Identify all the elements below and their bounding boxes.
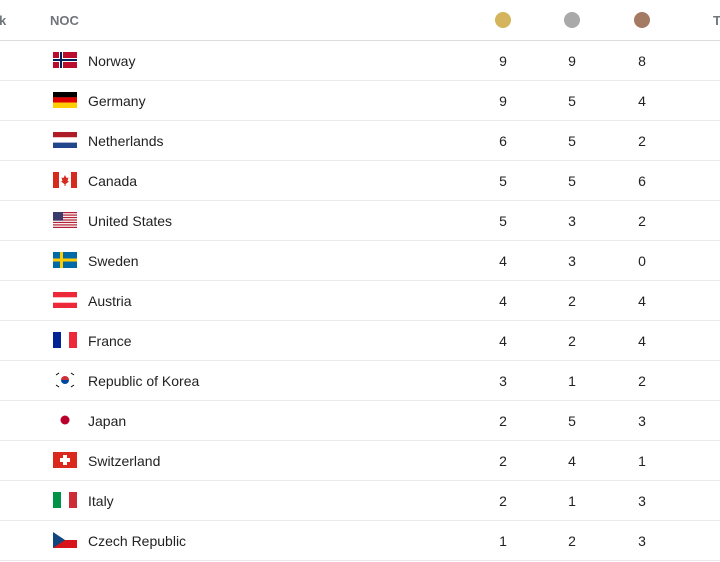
country-name: Netherlands (88, 133, 164, 149)
table-row: Sweden 4 3 0 (0, 241, 720, 281)
country-name: Republic of Korea (88, 373, 200, 389)
gold-icon (495, 12, 511, 28)
country-name: Austria (88, 293, 132, 309)
silver-count: 4 (568, 453, 576, 469)
gold-count: 2 (499, 413, 507, 429)
country-name: Japan (88, 413, 127, 429)
silver-count: 1 (568, 493, 576, 509)
bronze-count: 4 (638, 93, 646, 109)
bronze-count: 3 (638, 533, 646, 549)
gold-count: 5 (499, 173, 507, 189)
flag (53, 452, 77, 468)
country-name: Germany (88, 93, 146, 109)
gold-count: 6 (499, 133, 507, 149)
country-name: Canada (88, 173, 138, 189)
silver-count: 5 (568, 413, 576, 429)
silver-count: 5 (568, 173, 576, 189)
table-row: Canada 5 5 6 (0, 161, 720, 201)
flag (53, 492, 77, 508)
silver-count: 5 (568, 133, 576, 149)
bronze-count: 0 (638, 253, 646, 269)
gold-count: 9 (499, 93, 507, 109)
bronze-count: 4 (638, 333, 646, 349)
silver-count: 2 (568, 333, 576, 349)
gold-count: 2 (499, 453, 507, 469)
flag (53, 212, 77, 228)
country-name: United States (88, 213, 173, 229)
gold-count: 4 (499, 293, 507, 309)
bronze-count: 1 (638, 453, 646, 469)
flag (53, 332, 77, 348)
table-row: Austria 4 2 4 (0, 281, 720, 321)
total-header: T (713, 13, 720, 28)
gold-count: 2 (499, 493, 507, 509)
flag (53, 52, 77, 68)
gold-count: 3 (499, 373, 507, 389)
bronze-count: 8 (638, 53, 646, 69)
gold-count: 4 (499, 253, 507, 269)
country-name: Norway (88, 53, 136, 69)
flag (53, 252, 77, 268)
gold-count: 5 (499, 213, 507, 229)
bronze-count: 2 (638, 213, 646, 229)
flag (53, 372, 77, 388)
bronze-count: 6 (638, 173, 646, 189)
gold-count: 1 (499, 533, 507, 549)
silver-count: 5 (568, 93, 576, 109)
table-row: France 4 2 4 (0, 321, 720, 361)
flag (53, 412, 77, 428)
country-name: Switzerland (88, 453, 161, 469)
table-row: Netherlands 6 5 2 (0, 121, 720, 161)
gold-count: 4 (499, 333, 507, 349)
table-row: Germany 9 5 4 (0, 81, 720, 121)
gold-count: 9 (499, 53, 507, 69)
table-row: Czech Republic 1 2 3 (0, 521, 720, 561)
silver-count: 3 (568, 213, 576, 229)
bronze-count: 2 (638, 373, 646, 389)
noc-header: NOC (50, 13, 79, 28)
flag (53, 532, 77, 548)
table-header: k NOC T (0, 0, 720, 41)
silver-count: 2 (568, 293, 576, 309)
flag (53, 132, 77, 148)
table-row: Japan 2 5 3 (0, 401, 720, 441)
silver-count: 2 (568, 533, 576, 549)
silver-icon (564, 12, 580, 28)
country-name: Czech Republic (88, 533, 187, 549)
bronze-icon (634, 12, 650, 28)
bronze-count: 3 (638, 493, 646, 509)
table-row: Switzerland 2 4 1 (0, 441, 720, 481)
table-row: Norway 9 9 8 (0, 41, 720, 81)
country-name: France (88, 333, 132, 349)
country-name: Sweden (88, 253, 139, 269)
country-name: Italy (88, 493, 114, 509)
bronze-count: 2 (638, 133, 646, 149)
rank-header: k (0, 13, 7, 28)
table-row: Republic of Korea 3 1 2 (0, 361, 720, 401)
silver-count: 3 (568, 253, 576, 269)
flag (53, 92, 77, 108)
table-row: Italy 2 1 3 (0, 481, 720, 521)
bronze-count: 4 (638, 293, 646, 309)
silver-count: 1 (568, 373, 576, 389)
table-row: United States 5 3 2 (0, 201, 720, 241)
bronze-count: 3 (638, 413, 646, 429)
flag (53, 292, 77, 308)
flag (53, 172, 77, 188)
silver-count: 9 (568, 53, 576, 69)
